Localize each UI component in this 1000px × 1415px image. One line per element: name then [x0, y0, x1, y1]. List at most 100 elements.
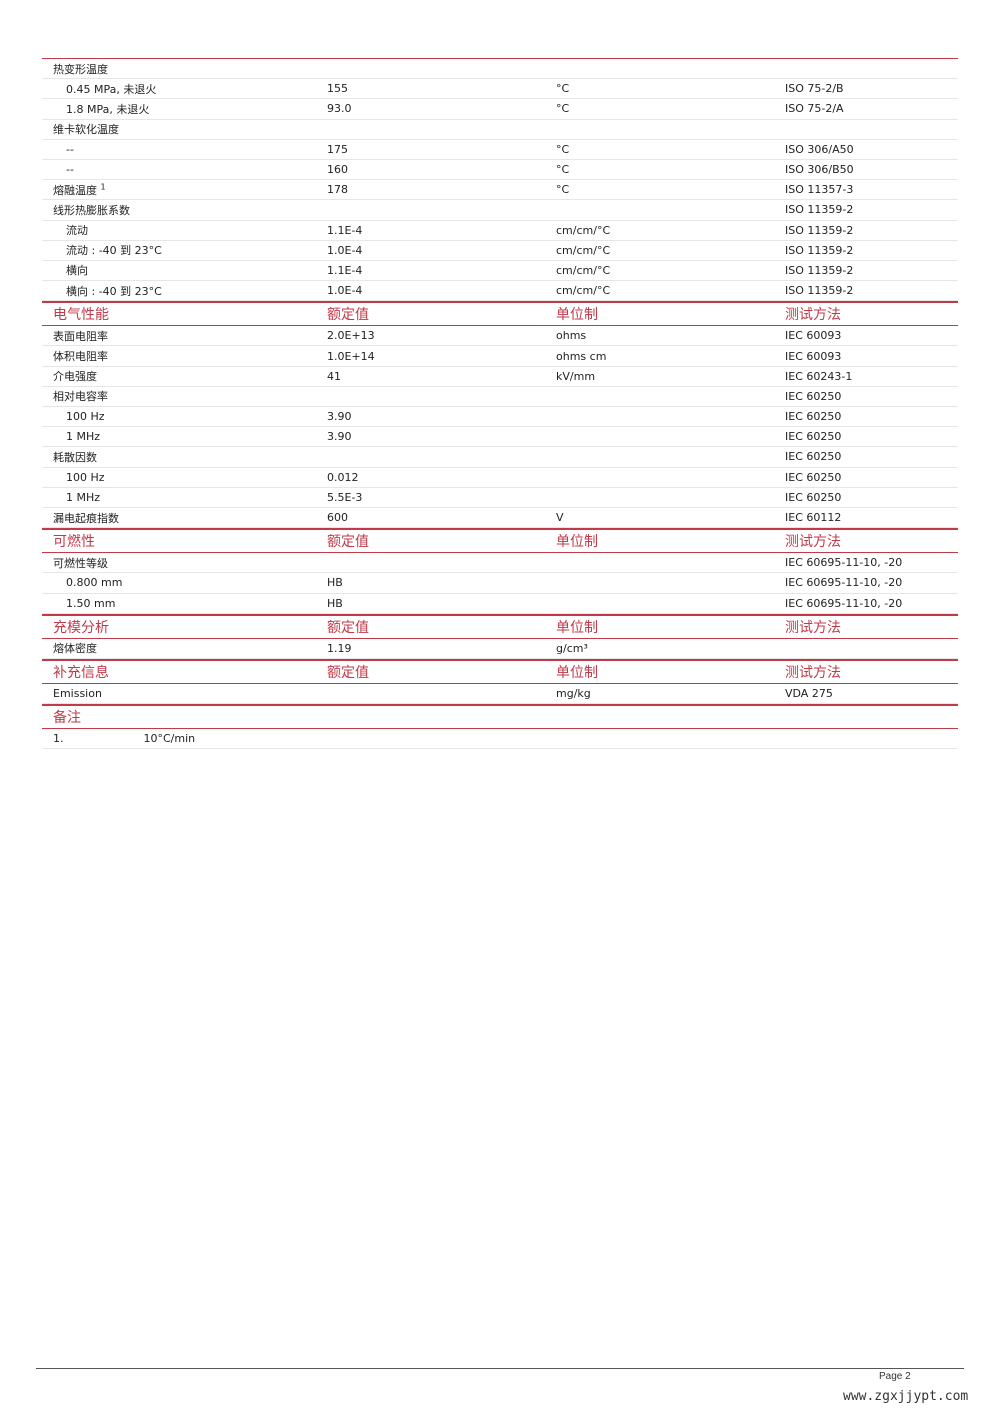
method-column-header: 测试方法: [785, 664, 841, 681]
unit-column-header: 单位制: [556, 307, 598, 324]
value-cell: 1.0E+14: [327, 349, 375, 363]
method-cell: IEC 60250: [785, 490, 842, 504]
footnote-ref: 1: [100, 182, 106, 192]
section-header: 充模分析 额定值 单位制 测试方法: [42, 613, 958, 639]
unit-cell: cm/cm/°C: [556, 284, 611, 298]
table-row: 流动 : -40 到 23°C 1.0E-4 cm/cm/°C ISO 11359-2: [42, 241, 958, 261]
unit-cell: °C: [556, 183, 570, 197]
table-row: 1 MHz 5.5E-3 IEC 60250: [42, 488, 958, 508]
method-cell: IEC 60112: [785, 511, 842, 525]
section-header: 电气性能 额定值 单位制 测试方法: [42, 301, 958, 327]
table-row: 1.8 MPa, 未退火 93.0 °C ISO 75-2/A: [42, 99, 958, 120]
property-name: 介电强度: [53, 370, 97, 384]
property-name: 维卡软化温度: [53, 123, 119, 137]
method-cell: ISO 11359-2: [785, 223, 854, 237]
property-cell: 1. 10°C/min: [42, 732, 327, 745]
property-name: 流动: [66, 224, 88, 238]
property-cell: 1.50 mm: [42, 597, 327, 610]
property-name: 相对电容率: [53, 390, 108, 404]
method-cell: IEC 60250: [785, 389, 842, 403]
table-row: 横向 1.1E-4 cm/cm/°C ISO 11359-2: [42, 261, 958, 282]
table-row: 100 Hz 3.90 IEC 60250: [42, 407, 958, 428]
method-cell: IEC 60250: [785, 450, 842, 464]
footer-divider: [36, 1368, 964, 1369]
property-name: 100 Hz: [66, 410, 105, 424]
value-cell: 3.90: [327, 410, 352, 424]
watermark: www.zgxjjypt.com: [843, 1389, 969, 1404]
table-row: 1. 10°C/min: [42, 729, 958, 750]
section-header: 可燃性 额定值 单位制 测试方法: [42, 528, 958, 554]
method-cell: ISO 11359-2: [785, 243, 854, 257]
section-title: 电气性能: [53, 307, 109, 324]
section-title: 补充信息: [53, 664, 109, 681]
method-cell: ISO 75-2/B: [785, 82, 844, 96]
property-name: Emission: [53, 686, 102, 700]
table-row: -- 160 °C ISO 306/B50: [42, 160, 958, 181]
value-cell: 1.1E-4: [327, 263, 363, 277]
unit-cell: °C: [556, 102, 570, 116]
unit-cell: °C: [556, 142, 570, 156]
table-row: 熔融温度 1 178 °C ISO 11357-3: [42, 180, 958, 201]
value-cell: 600: [327, 511, 348, 525]
property-name: 耗散因数: [53, 450, 97, 464]
unit-column-header: 单位制: [556, 664, 598, 681]
property-cell: 表面电阻率: [42, 328, 327, 344]
value-cell: 1.0E-4: [327, 243, 363, 257]
table-row: 100 Hz 0.012 IEC 60250: [42, 468, 958, 488]
table-row: 热变形温度: [42, 59, 958, 80]
value-column-header: 额定值: [327, 664, 369, 681]
unit-cell: mg/kg: [556, 686, 591, 700]
property-cell: 可燃性等级: [42, 555, 327, 571]
page-number: Page 2: [879, 1371, 911, 1382]
method-cell: IEC 60250: [785, 430, 842, 444]
property-cell: 1 MHz: [42, 430, 327, 443]
method-cell: IEC 60243-1: [785, 369, 853, 383]
method-cell: ISO 11359-2: [785, 284, 854, 298]
unit-cell: cm/cm/°C: [556, 263, 611, 277]
property-name: 表面电阻率: [53, 329, 108, 343]
section-title: 可燃性: [53, 534, 95, 551]
table-row: 表面电阻率 2.0E+13 ohms IEC 60093: [42, 326, 958, 347]
value-column-header: 额定值: [327, 534, 369, 551]
unit-cell: cm/cm/°C: [556, 223, 611, 237]
property-cell: 1.8 MPa, 未退火: [42, 101, 327, 117]
method-cell: IEC 60695-11-10, -20: [785, 576, 903, 590]
property-cell: Emission: [42, 687, 327, 700]
property-cell: 1 MHz: [42, 491, 327, 504]
property-name: 线形热膨胀系数: [53, 203, 130, 217]
property-name: 1 MHz: [66, 430, 101, 444]
method-cell: ISO 11357-3: [785, 183, 854, 197]
value-cell: 41: [327, 369, 341, 383]
table-row: 可燃性等级 IEC 60695-11-10, -20: [42, 553, 958, 574]
section-header: 补充信息 额定值 单位制 测试方法: [42, 658, 958, 684]
value-cell: 2.0E+13: [327, 329, 375, 343]
property-cell: 热变形温度: [42, 61, 327, 77]
value-cell: 1.19: [327, 641, 352, 655]
property-cell: 耗散因数: [42, 449, 327, 465]
unit-cell: °C: [556, 163, 570, 177]
property-cell: 横向: [42, 262, 327, 278]
method-cell: IEC 60695-11-10, -20: [785, 556, 903, 570]
unit-cell: ohms cm: [556, 349, 607, 363]
note-text: 10°C/min: [143, 732, 196, 746]
property-cell: 100 Hz: [42, 410, 327, 423]
value-cell: 160: [327, 163, 348, 177]
table-row: 熔体密度 1.19 g/cm³: [42, 639, 958, 659]
property-cell: 0.800 mm: [42, 576, 327, 589]
property-name: 体积电阻率: [53, 350, 108, 364]
section-title: 充模分析: [53, 619, 109, 636]
property-name: 横向 : -40 到 23°C: [66, 284, 162, 298]
property-name: 100 Hz: [66, 470, 105, 484]
property-name: 熔体密度: [53, 642, 97, 656]
method-cell: VDA 275: [785, 686, 833, 700]
property-cell: 体积电阻率: [42, 348, 327, 364]
value-cell: HB: [327, 576, 343, 590]
method-cell: ISO 306/A50: [785, 142, 854, 156]
unit-cell: ohms: [556, 329, 587, 343]
property-name: 1.8 MPa, 未退火: [66, 102, 150, 116]
property-name: 流动 : -40 到 23°C: [66, 244, 162, 258]
property-cell: --: [42, 163, 327, 176]
properties-table: 热变形温度 0.45 MPa, 未退火 155 °C ISO 75-2/B 1.8 MPa…: [42, 58, 958, 750]
table-row: -- 175 °C ISO 306/A50: [42, 140, 958, 160]
table-row: 1 MHz 3.90 IEC 60250: [42, 427, 958, 448]
